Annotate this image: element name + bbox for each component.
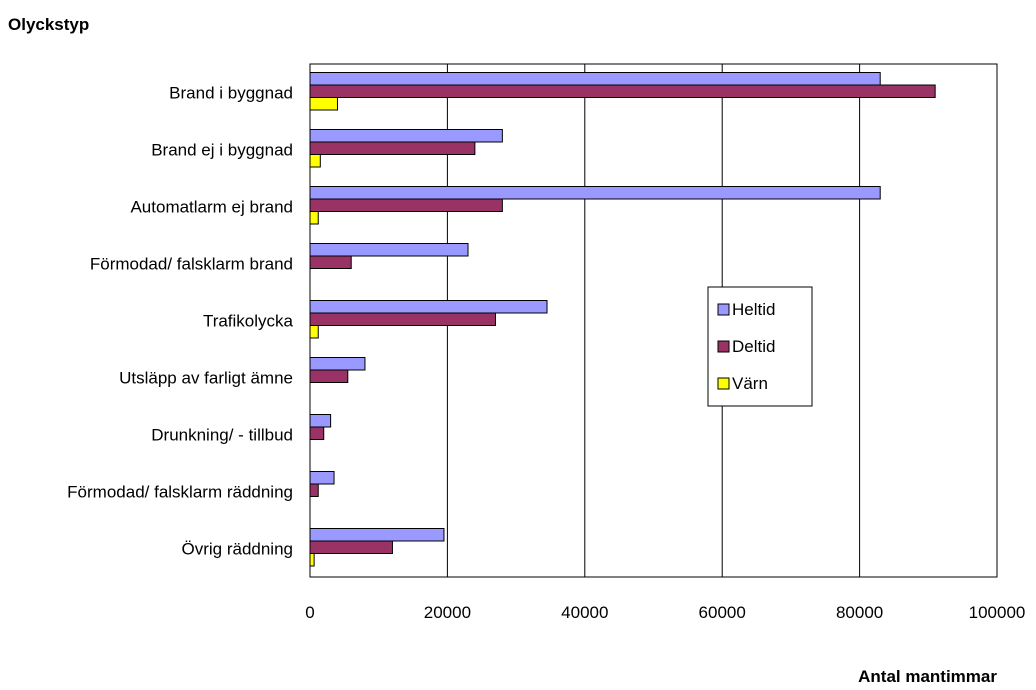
bar-deltid [309,84,936,98]
category-label: Brand i byggnad [169,84,293,103]
bar-heltid [309,471,335,485]
category-label: Automatlarm ej brand [130,198,293,217]
bar-deltid [309,540,393,554]
legend-label: Värn [732,374,768,393]
bar-heltid [309,357,366,371]
x-tick-label: 20000 [424,603,471,622]
x-tick-labels: 0 20000 40000 60000 80000 100000 [305,603,1025,622]
bar-deltid [309,483,319,497]
category-label: Trafikolycka [203,312,294,331]
legend-swatch [717,377,730,390]
bar-värn [309,553,315,567]
bar-deltid [309,369,349,383]
bar-deltid [309,312,496,326]
bar-heltid [309,300,548,314]
bars [309,72,936,567]
x-tick-label: 60000 [699,603,746,622]
category-label: Förmodad/ falsklarm räddning [67,483,293,502]
category-label: Förmodad/ falsklarm brand [90,255,293,274]
legend-swatch [717,340,730,353]
bar-deltid [309,198,503,212]
category-label: Utsläpp av farligt ämne [119,369,293,388]
bar-värn [309,325,319,339]
bar-heltid [309,129,503,143]
x-tick-label: 80000 [836,603,883,622]
category-labels: Brand i byggnad Brand ej i byggnad Automat… [67,84,293,559]
bar-heltid [309,186,881,200]
bar-värn [309,97,338,111]
bar-heltid [309,528,445,542]
category-label: Övrig räddning [181,540,293,559]
x-tick-label: 100000 [969,603,1026,622]
legend-swatch [717,303,730,316]
legend-label: Heltid [732,300,775,319]
bar-värn [309,154,321,168]
bar-heltid [309,72,881,86]
x-tick-label: 0 [305,603,314,622]
bar-deltid [309,255,352,269]
bar-deltid [309,141,476,155]
plot-area-border [309,63,998,578]
x-axis-title: Antal mantimmar [858,667,997,686]
y-axis-title: Olyckstyp [8,15,89,34]
legend: Heltid Deltid Värn [707,286,813,407]
category-label: Brand ej i byggnad [151,141,293,160]
bar-heltid [309,243,469,257]
category-label: Drunkning/ - tillbud [151,426,293,445]
bar-heltid [309,414,332,428]
bar-värn [309,211,319,225]
x-tick-label: 40000 [561,603,608,622]
bar-deltid [309,426,325,440]
legend-label: Deltid [732,337,775,356]
